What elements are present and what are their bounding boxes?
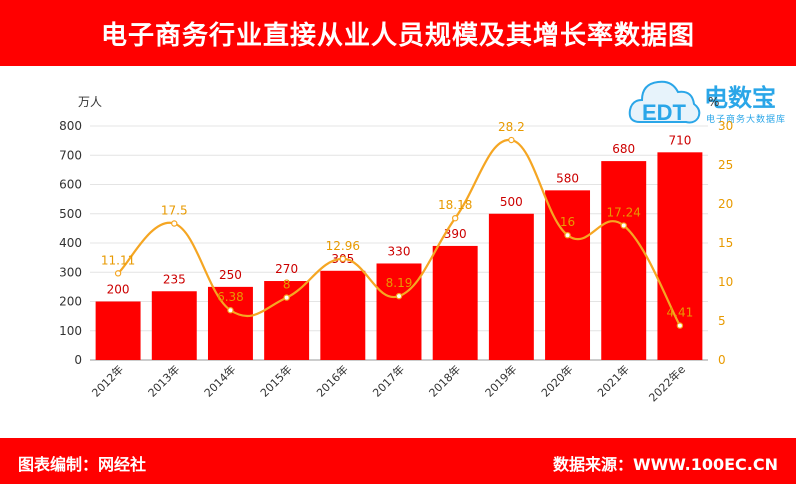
cloud-icon: EDT [628, 80, 701, 125]
line-point [114, 270, 122, 277]
y-tick-right: 10 [718, 275, 733, 289]
x-tick-label: 2018年 [426, 362, 463, 399]
line-point [227, 307, 234, 314]
logo-sub: 电子商务大数据库 [706, 115, 787, 125]
x-tick-label: 2017年 [370, 362, 407, 399]
line-value-label: 28.2 [498, 120, 525, 134]
line-point [283, 294, 290, 301]
x-tick-label: 2020年 [538, 362, 575, 399]
y-tick-left: 100 [59, 324, 82, 338]
bar [264, 281, 310, 360]
y-tick-right: 5 [718, 314, 726, 328]
bar [488, 213, 534, 360]
x-tick-label: 2014年 [201, 362, 238, 399]
line-value-label: 17.24 [607, 206, 641, 220]
bar [320, 270, 366, 360]
line-point [676, 322, 684, 329]
y-tick-right: 20 [718, 197, 733, 211]
y-axis-right-title: % [708, 95, 719, 109]
logo-brand: 电数宝 [704, 84, 776, 112]
line-value-label: 12.96 [326, 239, 360, 253]
x-tick-label: 2021年 [594, 362, 631, 399]
bar-value-label: 580 [556, 171, 579, 185]
bar [432, 245, 478, 360]
bar-value-label: 235 [163, 272, 186, 286]
bar-value-label: 270 [275, 262, 298, 276]
line-value-label: 4.41 [667, 306, 694, 320]
x-tick-label: 2022年e [646, 362, 688, 404]
bar-value-label: 390 [444, 227, 467, 241]
line-value-label: 8.19 [386, 276, 413, 290]
bar [151, 291, 197, 360]
line-point [339, 255, 347, 263]
line-point [171, 220, 178, 227]
bar [376, 263, 422, 360]
bar-value-label: 680 [612, 142, 635, 156]
y-tick-left: 500 [59, 207, 82, 221]
y-tick-right: 15 [718, 236, 733, 250]
line-value-label: 17.5 [161, 204, 188, 218]
x-tick-label: 2013年 [145, 362, 182, 399]
title-banner: 电子商务行业直接从业人员规模及其增长率数据图 [0, 0, 796, 66]
line-value-label: 16 [560, 215, 575, 229]
bar-value-label: 500 [500, 195, 523, 209]
logo-mark: EDT [642, 100, 687, 125]
x-tick-label: 2012年 [89, 362, 126, 399]
y-tick-right: 30 [718, 119, 733, 133]
x-tick-label: 2015年 [257, 362, 294, 399]
y-tick-right: 25 [718, 158, 733, 172]
bar [95, 301, 141, 360]
line-point [395, 292, 403, 300]
line-point [451, 214, 459, 222]
line-point [564, 231, 571, 239]
bar [601, 161, 647, 360]
y-tick-left: 200 [59, 295, 82, 309]
footer-source: 数据来源：WWW.100EC.CN [552, 455, 778, 474]
y-tick-left: 800 [59, 119, 82, 133]
y-tick-left: 0 [74, 353, 82, 367]
footer: 图表编制：网经社 数据来源：WWW.100EC.CN [0, 438, 796, 484]
bar-value-label: 250 [219, 268, 242, 282]
y-tick-right: 0 [718, 353, 726, 367]
line-value-label: 6.38 [217, 290, 244, 304]
combo-chart: 0 100 200 300 400 500 600 700 800 0 5 10 15 20 25 30 2… [59, 95, 733, 404]
y-tick-left: 700 [59, 148, 82, 162]
line-point [508, 136, 515, 144]
x-tick-label: 2016年 [313, 362, 350, 399]
chart-title: 电子商务行业直接从业人员规模及其增长率数据图 [100, 20, 695, 51]
line-value-label: 8 [283, 278, 291, 292]
bar [545, 190, 591, 360]
y-tick-left: 600 [59, 178, 82, 192]
y-tick-left: 300 [59, 265, 82, 279]
line-value-label: 18.18 [438, 198, 472, 212]
y-axis-left-title: 万人 [78, 95, 102, 109]
bar [207, 286, 253, 360]
logo: EDT 电数宝 电子商务大数据库 [628, 70, 796, 140]
y-tick-left: 400 [59, 236, 82, 250]
footer-credit: 图表编制：网经社 [18, 455, 147, 474]
bar [657, 152, 703, 360]
x-tick-label: 2019年 [482, 362, 519, 399]
bar-value-label: 200 [107, 283, 130, 297]
line-point [620, 222, 627, 229]
bar-value-label: 330 [388, 244, 411, 258]
growth-rate-line [117, 138, 681, 327]
line-value-label: 11.11 [101, 253, 135, 267]
bar-value-label: 710 [668, 133, 691, 147]
